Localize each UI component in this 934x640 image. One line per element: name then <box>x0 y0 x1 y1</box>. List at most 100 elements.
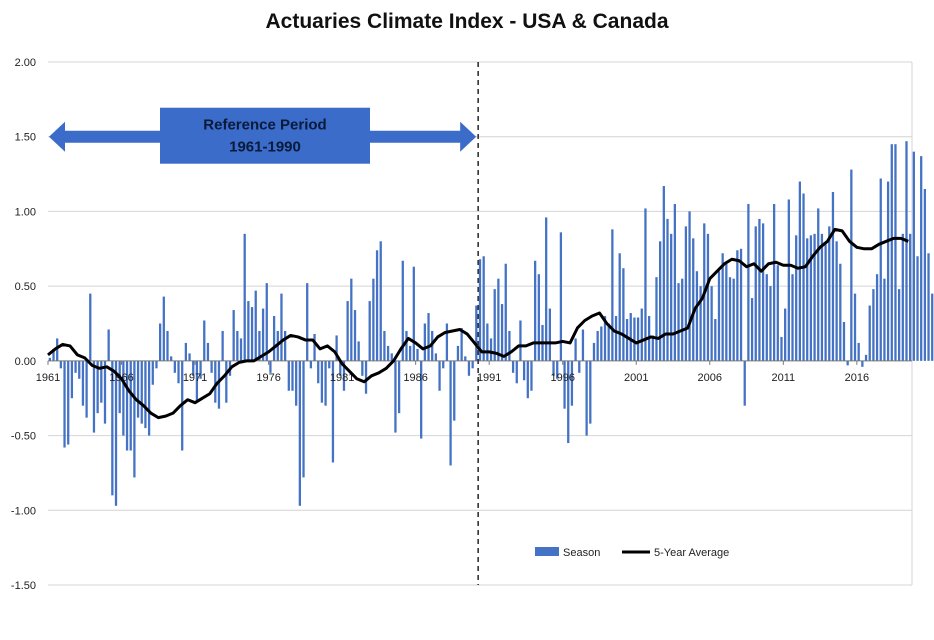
x-tick-label: 2001 <box>624 372 648 384</box>
season-bar <box>875 274 879 361</box>
season-bar <box>905 141 908 361</box>
season-bar <box>526 360 529 399</box>
season-bar <box>791 274 794 361</box>
x-tick-label: 1981 <box>330 372 354 384</box>
legend: Season 5-Year Average <box>535 547 729 559</box>
x-tick-label: 1991 <box>477 372 501 384</box>
season-bar <box>644 208 647 361</box>
season-bar <box>467 360 471 376</box>
season-bar <box>923 189 927 361</box>
season-bar <box>269 360 272 373</box>
season-bar <box>795 235 798 361</box>
season-bar <box>258 330 261 361</box>
season-bar <box>48 357 51 361</box>
season-bar <box>688 211 691 361</box>
season-bar <box>478 259 482 361</box>
season-bar <box>368 301 371 361</box>
season-bar <box>909 233 912 361</box>
season-bar <box>861 360 864 367</box>
season-bar <box>159 323 162 361</box>
y-axis-tick-labels: 2.00 1.50 1.00 0.50 0.00 -0.50 -1.00 -1.50 <box>11 57 36 592</box>
season-bar <box>673 203 676 361</box>
season-bar <box>828 226 831 361</box>
season-bar <box>511 360 515 373</box>
season-bar <box>331 360 335 463</box>
season-bar <box>820 233 824 361</box>
season-bar <box>394 360 397 433</box>
season-bar <box>692 238 695 361</box>
season-bar <box>247 301 250 361</box>
season-bar <box>901 233 904 361</box>
season-bar <box>556 360 559 379</box>
season-bar <box>670 233 673 361</box>
season-bar <box>625 319 629 361</box>
season-bar <box>261 308 265 361</box>
season-bar <box>515 360 518 384</box>
season-bar <box>611 229 614 361</box>
season-bar <box>835 241 838 361</box>
season-bar <box>600 326 603 361</box>
season-bar <box>853 293 857 361</box>
season-bar <box>372 278 375 361</box>
season-bar <box>817 208 820 361</box>
season-bar <box>798 181 801 361</box>
season-bar <box>456 345 460 361</box>
season-bar <box>320 360 324 403</box>
season-bar <box>725 263 728 361</box>
season-bar <box>291 360 294 391</box>
season-bar <box>530 360 533 391</box>
season-bar <box>287 360 290 391</box>
season-bar <box>298 360 301 506</box>
legend-five-year-average-label: 5-Year Average <box>654 547 729 559</box>
season-bar <box>346 301 349 361</box>
x-tick-label: 2006 <box>698 372 722 384</box>
season-bar <box>309 360 313 369</box>
season-bar <box>111 360 114 496</box>
season-bar <box>100 360 103 403</box>
season-bar <box>574 338 577 361</box>
season-bar <box>103 360 107 424</box>
season-bar <box>681 278 684 361</box>
season-bar <box>397 360 401 414</box>
season-bar <box>214 360 217 403</box>
season-bar <box>772 203 776 361</box>
season-bar <box>780 336 783 361</box>
season-bar <box>306 283 309 361</box>
season-bar <box>809 235 813 361</box>
season-bar <box>857 342 860 361</box>
season-bar <box>272 316 276 361</box>
season-bar <box>317 360 320 384</box>
season-bar <box>63 360 66 448</box>
season-bar <box>357 341 360 361</box>
season-bar <box>210 360 213 373</box>
season-bar <box>927 253 930 361</box>
season-bar <box>166 330 169 361</box>
season-bar <box>879 178 882 361</box>
season-bar <box>519 320 522 361</box>
season-bar <box>872 289 875 361</box>
five-year-average-line-group <box>47 227 909 420</box>
season-bar <box>442 360 445 369</box>
season-bar <box>192 360 195 376</box>
x-tick-label: 1961 <box>36 372 60 384</box>
season-bar <box>324 360 327 406</box>
season-bar <box>493 289 496 361</box>
season-bar <box>280 293 283 361</box>
season-bar <box>438 360 441 391</box>
season-bar <box>203 320 206 361</box>
season-bar <box>302 360 305 478</box>
season-bar <box>567 360 570 444</box>
season-bar <box>739 248 743 361</box>
season-bar <box>603 316 607 361</box>
y-tick-label: -0.50 <box>11 431 36 443</box>
season-bar <box>375 250 379 361</box>
season-bar <box>453 360 456 421</box>
season-bar <box>89 293 92 361</box>
season-bar <box>754 226 757 361</box>
season-bar <box>225 360 228 403</box>
season-bar <box>471 360 474 369</box>
season-bar <box>482 256 485 361</box>
legend-season-swatch <box>535 547 559 556</box>
season-bar <box>806 238 809 361</box>
season-bar <box>114 360 118 506</box>
